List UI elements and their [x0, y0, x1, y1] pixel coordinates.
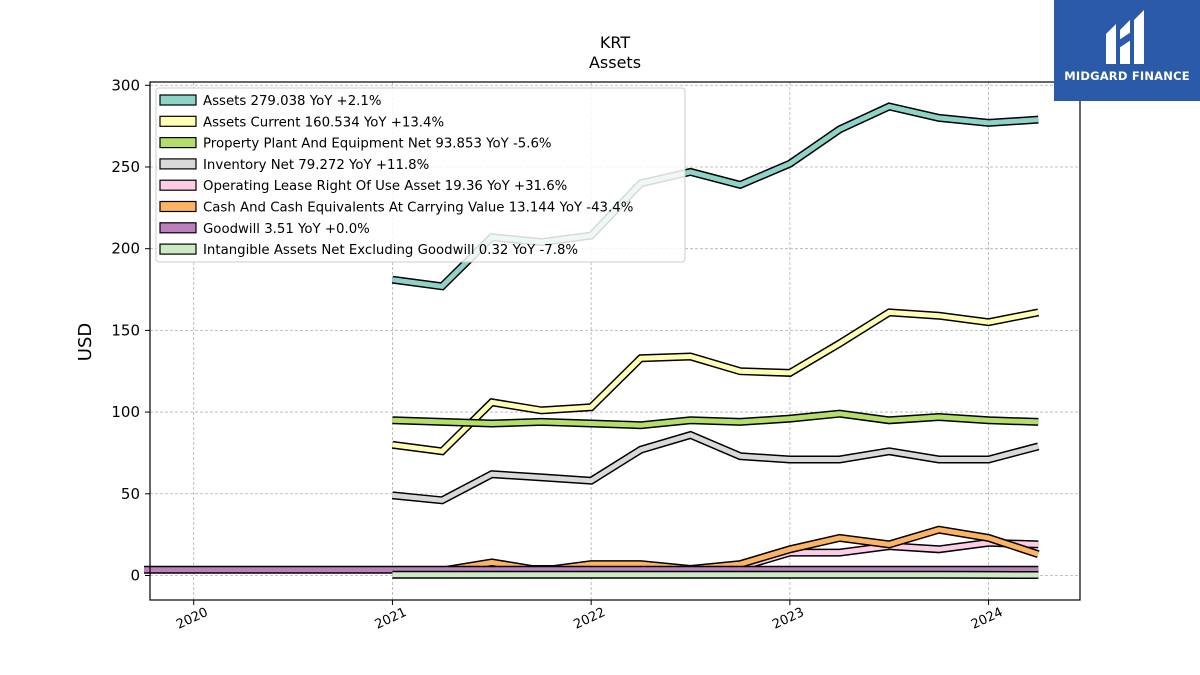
- legend-entry: Cash And Cash Equivalents At Carrying Va…: [203, 201, 633, 216]
- y-axis-label: USD: [75, 323, 96, 361]
- legend-entry: Goodwill 3.51 YoY +0.0%: [203, 222, 370, 237]
- series-line: [392, 432, 1039, 503]
- plot-frame: [149, 81, 1081, 601]
- y-tick-label: 250: [111, 158, 140, 176]
- series-layer: [144, 102, 1040, 579]
- legend-entry: Assets 279.038 YoY +2.1%: [203, 94, 381, 109]
- brand-name: MIDGARD FINANCE: [1064, 69, 1190, 83]
- x-tick-label: 2022: [572, 605, 608, 633]
- legend-swatch: [159, 115, 197, 127]
- legend-swatch: [159, 158, 197, 170]
- y-tick-label: 100: [111, 403, 140, 421]
- chart-title: KRT: [600, 33, 630, 52]
- y-tick-label: 50: [121, 485, 140, 503]
- legend-entry: Assets Current 160.534 YoY +13.4%: [203, 115, 444, 130]
- legend-swatch: [159, 94, 197, 106]
- y-tick-label: 200: [111, 240, 140, 258]
- series-line: [392, 411, 1039, 428]
- legend-box: [155, 87, 686, 263]
- x-tick-label: 2024: [969, 605, 1005, 633]
- chart-subtitle: Assets: [589, 53, 641, 72]
- legend-swatch: [159, 137, 197, 149]
- brand-logo: MIDGARD FINANCE: [1054, 0, 1200, 101]
- legend-entry: Inventory Net 79.272 YoY +11.8%: [203, 158, 429, 173]
- series-assets-current: [391, 308, 1040, 456]
- legend-entry: Property Plant And Equipment Net 93.853 …: [203, 137, 552, 152]
- legend-swatch: [159, 200, 197, 213]
- x-tick-label: 2020: [174, 605, 210, 633]
- y-tick-label: 150: [111, 321, 140, 339]
- midgard-logo-icon: [1106, 10, 1144, 64]
- legend-swatch: [159, 222, 197, 234]
- legend-swatch: [159, 243, 197, 255]
- legend-entry: Intangible Assets Net Excluding Goodwill…: [203, 243, 578, 258]
- y-tick-label: 0: [130, 566, 140, 584]
- x-tick-label: 2023: [770, 605, 806, 633]
- series-line: [392, 309, 1039, 454]
- x-tick-label: 2021: [373, 605, 409, 633]
- series-inventory-net: [392, 430, 1040, 505]
- series-outline: [391, 308, 1040, 456]
- legend-entry: Operating Lease Right Of Use Asset 19.36…: [203, 179, 567, 194]
- legend: Assets 279.038 YoY +2.1% Assets Current 1…: [155, 87, 686, 263]
- legend-swatch: [159, 179, 197, 191]
- series-property-plant-and-equipment-net: [392, 409, 1039, 430]
- y-tick-label: 300: [111, 76, 140, 94]
